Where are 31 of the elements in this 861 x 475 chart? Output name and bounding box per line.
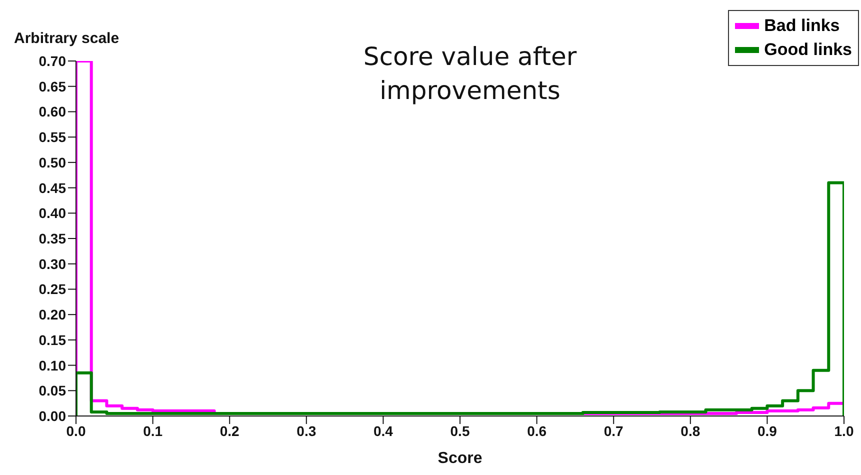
x-tick-label: 0.3 — [296, 422, 316, 439]
y-tick-label: 0.45 — [38, 180, 66, 196]
y-tick-label: 0.25 — [38, 281, 66, 298]
x-tick-label: 0.6 — [527, 422, 547, 439]
x-tick-label: 0.4 — [373, 422, 394, 439]
legend-label: Good links — [764, 39, 852, 61]
x-tick-label: 0.5 — [450, 422, 470, 439]
y-tick-label: 0.35 — [38, 230, 66, 246]
y-tick-label: 0.00 — [38, 408, 66, 424]
y-tick-label: 0.70 — [38, 52, 66, 69]
legend-label: Bad links — [764, 15, 840, 37]
x-tick-label: 1.0 — [834, 422, 854, 439]
x-tick-label: 0.7 — [604, 422, 624, 439]
y-axis-title: Arbitrary scale — [14, 30, 120, 47]
x-tick-label: 0.9 — [757, 422, 778, 439]
y-tick-label: 0.55 — [38, 129, 66, 146]
y-tick-label: 0.60 — [38, 104, 66, 120]
y-tick-label: 0.15 — [38, 332, 66, 348]
y-tick-label: 0.50 — [38, 154, 66, 170]
y-tick-label: 0.65 — [38, 78, 66, 94]
x-tick-label: 0.1 — [143, 422, 163, 439]
y-tick-label: 0.40 — [38, 205, 66, 222]
y-tick-label: 0.05 — [38, 382, 66, 399]
y-tick-label: 0.30 — [38, 256, 66, 272]
chart-title: Score value after improvements — [362, 41, 578, 107]
x-tick-label: 0.8 — [680, 422, 700, 439]
y-tick-label: 0.20 — [38, 306, 66, 323]
x-axis-title: Score — [436, 450, 484, 468]
x-tick-label: 0.0 — [66, 422, 86, 439]
x-tick-label: 0.2 — [220, 422, 240, 439]
y-tick-label: 0.10 — [38, 357, 66, 374]
